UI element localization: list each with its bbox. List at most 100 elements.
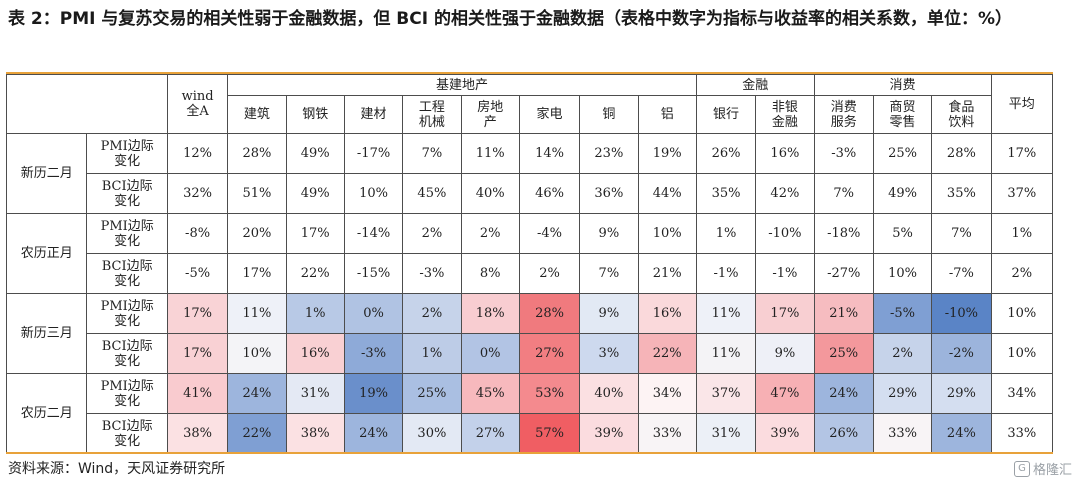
value-cell: 2% — [402, 213, 462, 254]
value-cell: 37% — [695, 373, 757, 414]
value-cell: -18% — [813, 213, 874, 254]
value-cell: 49% — [285, 173, 345, 214]
table-row: 农历二月 PMI边际 变化 41% 24% 31% 19% 25% 45% 53% 40% 34% 37… — [5, 373, 1054, 454]
group-header-consumer: 消费 — [813, 74, 992, 96]
value-cell: 11% — [695, 293, 757, 334]
value-cell: -1% — [755, 253, 815, 294]
table-row: BCI边际 变化 17% 10% 16% -3% 1% 0% 27% 3% 22% 11% 9% 25% 2… — [7, 333, 1054, 374]
value-cell: 44% — [637, 173, 697, 214]
corner-cell — [6, 74, 168, 134]
value-cell: 2% — [872, 333, 933, 374]
table-row: 新历三月 PMI边际 变化 17% 11% 1% 0% 2% 18% 28% 9% 16% 11% 17%… — [5, 293, 1054, 374]
value-cell: 10% — [343, 173, 404, 214]
value-cell: 38% — [285, 413, 345, 454]
value-cell: 0% — [460, 333, 520, 374]
value-cell: -4% — [518, 213, 581, 254]
col-header: 商贸 零售 — [872, 95, 933, 134]
value-cell: 51% — [227, 173, 287, 214]
value-cell: -27% — [813, 253, 874, 294]
value-cell: 19% — [343, 373, 404, 414]
metric-label: BCI边际 变化 — [86, 173, 168, 214]
value-cell: 7% — [402, 133, 462, 174]
value-cell: -2% — [931, 333, 992, 374]
value-cell: 11% — [695, 333, 757, 374]
value-cell: 24% — [227, 373, 287, 414]
col-header: 铝 — [637, 95, 697, 134]
value-cell: 7% — [931, 213, 992, 254]
value-cell: 46% — [518, 173, 581, 214]
value-cell: 35% — [695, 173, 757, 214]
value-cell: -7% — [931, 253, 992, 294]
value-cell: 2% — [518, 253, 581, 294]
value-cell: 16% — [755, 133, 815, 174]
value-cell: 1% — [402, 333, 462, 374]
value-cell: 7% — [813, 173, 874, 214]
value-cell: 27% — [518, 333, 581, 374]
value-cell: 2% — [402, 293, 462, 334]
value-cell: 17% — [285, 213, 345, 254]
value-cell: 37% — [990, 173, 1054, 214]
col-header: 工程 机械 — [402, 95, 462, 134]
watermark-text: 格隆汇 — [1032, 463, 1072, 478]
metric-label: BCI边际 变化 — [86, 333, 168, 374]
col-header: 铜 — [579, 95, 639, 134]
value-cell: -5% — [872, 293, 933, 334]
value-cell: 38% — [166, 413, 229, 454]
value-cell: 24% — [813, 373, 874, 414]
period-label: 新历三月 — [5, 293, 88, 374]
value-cell: 20% — [227, 213, 287, 254]
col-header-wind: wind 全A — [166, 74, 229, 134]
value-cell: -14% — [343, 213, 404, 254]
value-cell: 27% — [460, 413, 520, 454]
value-cell: -3% — [813, 133, 874, 174]
period-label: 农历正月 — [5, 213, 88, 294]
metric-label: PMI边际 变化 — [86, 133, 168, 174]
value-cell: 17% — [755, 293, 815, 334]
metric-label: BCI边际 变化 — [86, 253, 168, 294]
value-cell: 39% — [579, 413, 639, 454]
value-cell: -15% — [343, 253, 404, 294]
value-cell: 17% — [166, 333, 229, 374]
value-cell: 2% — [460, 213, 520, 254]
value-cell: 33% — [637, 413, 697, 454]
correlation-table: wind 全A 基建地产 金融 消费 平均 建筑 钢铁 建材 工程 机械 房地产家电铜铝银行 非银 金融消… — [5, 74, 1054, 454]
value-cell: 18% — [460, 293, 520, 334]
value-cell: 36% — [579, 173, 639, 214]
value-cell: -8% — [166, 213, 229, 254]
value-cell: 17% — [990, 133, 1054, 174]
value-cell: 25% — [402, 373, 462, 414]
value-cell: 28% — [518, 293, 581, 334]
value-cell: 41% — [166, 373, 229, 414]
col-header: 消费 服务 — [813, 95, 874, 134]
value-cell: 17% — [166, 293, 229, 334]
value-cell: 29% — [931, 373, 992, 414]
watermark-logo: G 格隆汇 — [1013, 459, 1072, 478]
value-cell: 47% — [755, 373, 815, 414]
bottom-rule — [6, 452, 1053, 454]
value-cell: 28% — [227, 133, 287, 174]
value-cell: 31% — [285, 373, 345, 414]
value-cell: 9% — [579, 293, 639, 334]
value-cell: 14% — [518, 133, 581, 174]
value-cell: 39% — [755, 413, 815, 454]
table-row: BCI边际 变化 32% 51% 49% 10% 45% 40% 46% 36% 44% 35% 42%… — [7, 173, 1054, 214]
metric-label: PMI边际 变化 — [86, 293, 168, 334]
value-cell: 10% — [872, 253, 933, 294]
value-cell: 34% — [990, 373, 1054, 414]
col-header: 房地产 — [460, 95, 520, 134]
value-cell: 17% — [227, 253, 287, 294]
value-cell: 1% — [990, 213, 1054, 254]
value-cell: 26% — [695, 133, 757, 174]
value-cell: 3% — [579, 333, 639, 374]
value-cell: 33% — [990, 413, 1054, 454]
table-row: BCI边际 变化 -5% 17% 22% -15% -3% 8% 2% 7% 21% -1% -1% -2… — [7, 253, 1054, 294]
source-note: 资料来源：Wind，天风证券研究所 — [8, 461, 226, 477]
value-cell: 11% — [227, 293, 287, 334]
value-cell: -5% — [166, 253, 229, 294]
table-title: 表 2：PMI 与复苏交易的相关性弱于金融数据，但 BCI 的相关性强于金融数据… — [8, 9, 1012, 29]
value-cell: 21% — [637, 253, 697, 294]
logo-icon: G — [1013, 460, 1030, 477]
value-cell: 42% — [755, 173, 815, 214]
value-cell: -17% — [343, 133, 404, 174]
value-cell: 29% — [872, 373, 933, 414]
